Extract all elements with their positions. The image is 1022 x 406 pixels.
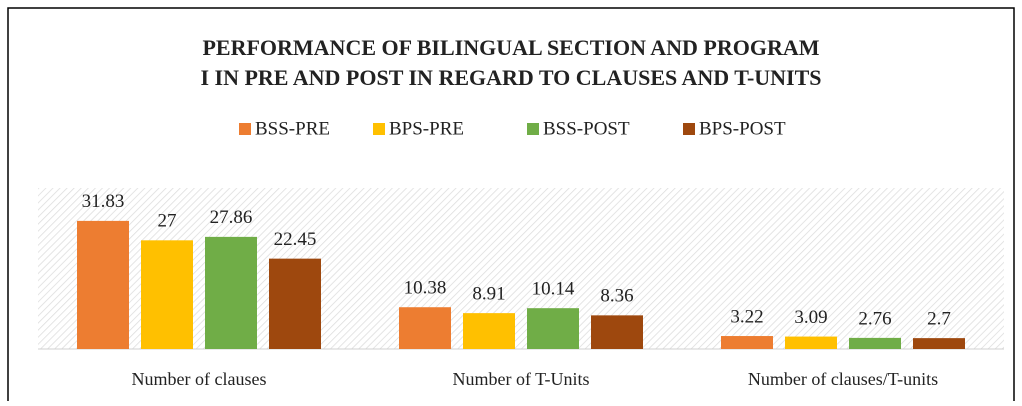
bar xyxy=(205,236,257,349)
x-tick-label: Number of clauses xyxy=(132,369,267,389)
data-label: 2.7 xyxy=(927,308,951,329)
chart-title: I IN PRE AND POST IN REGARD TO CLAUSES A… xyxy=(200,65,821,90)
data-label: 22.45 xyxy=(274,229,317,250)
bar xyxy=(527,308,579,349)
data-label: 8.91 xyxy=(472,283,505,304)
bar xyxy=(399,307,451,349)
data-label: 10.14 xyxy=(532,279,575,300)
bar xyxy=(721,336,773,349)
x-tick-label: Number of clauses/T-units xyxy=(748,369,938,389)
legend-label: BPS-PRE xyxy=(389,118,464,139)
data-label: 2.76 xyxy=(858,308,891,329)
data-label: 8.36 xyxy=(600,286,633,307)
legend-swatch xyxy=(239,123,251,135)
data-label: 3.22 xyxy=(730,306,763,327)
legend-swatch xyxy=(527,123,539,135)
bar xyxy=(591,315,643,349)
bar xyxy=(269,258,321,349)
bar xyxy=(913,338,965,349)
bar xyxy=(77,220,129,349)
legend-swatch xyxy=(683,123,695,135)
legend-swatch xyxy=(373,123,385,135)
data-label: 31.83 xyxy=(82,191,125,212)
bar xyxy=(141,240,193,349)
bar xyxy=(849,337,901,349)
legend-label: BPS-POST xyxy=(699,118,786,139)
bar xyxy=(785,336,837,349)
data-label: 27 xyxy=(158,211,177,232)
x-tick-label: Number of T-Units xyxy=(453,369,590,389)
data-label: 27.86 xyxy=(210,207,253,228)
data-label: 3.09 xyxy=(794,307,827,328)
plot-area xyxy=(38,188,1004,349)
legend-label: BSS-PRE xyxy=(255,118,330,139)
chart-title: PERFORMANCE OF BILINGUAL SECTION AND PRO… xyxy=(202,35,819,60)
bar xyxy=(463,313,515,349)
legend-label: BSS-POST xyxy=(543,118,630,139)
data-label: 10.38 xyxy=(404,278,447,299)
